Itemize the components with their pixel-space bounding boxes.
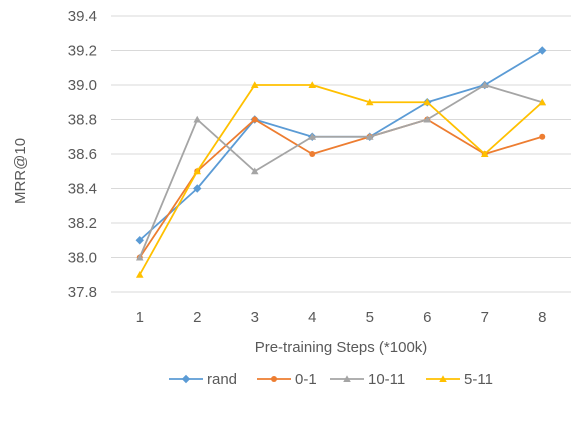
y-tick-label: 38.2 — [68, 215, 97, 232]
y-tick-label: 39.2 — [68, 43, 97, 60]
legend-label: 10-11 — [368, 371, 405, 388]
data-point-5-11 — [480, 150, 489, 158]
data-point-10-11 — [480, 81, 489, 89]
x-tick-label: 7 — [481, 309, 489, 326]
x-tick-label: 3 — [251, 309, 259, 326]
axes: 37.8 38.0 38.2 38.4 38.6 38.8 39.0 39.2 39.4 1 2 3 4… — [68, 8, 547, 326]
data-point-5-11 — [365, 98, 374, 106]
legend-marker — [439, 375, 447, 383]
y-tick-label: 39.0 — [68, 77, 97, 94]
x-tick-label: 2 — [193, 309, 201, 326]
x-tick-label: 1 — [136, 309, 144, 326]
series-10-11 — [135, 81, 547, 261]
y-axis-label: MRR@10 — [12, 138, 29, 204]
x-tick-label: 6 — [423, 309, 431, 326]
data-point-10-11 — [250, 167, 259, 175]
legend-marker — [271, 376, 277, 382]
y-tick-label: 38.0 — [68, 250, 97, 267]
x-axis-label: Pre-training Steps (*100k) — [255, 339, 428, 356]
data-point-5-11 — [423, 98, 432, 106]
legend-label: 5-11 — [464, 371, 493, 388]
y-tick-label: 38.8 — [68, 112, 97, 129]
legend-item-0-1: 0-1 — [257, 371, 317, 388]
data-point-5-11 — [538, 98, 547, 106]
legend-item-5-11: 5-11 — [426, 371, 493, 388]
legend: rand 0-1 10-11 5-11 — [169, 371, 493, 388]
data-point-0-1 — [251, 116, 258, 123]
data-point-rand — [193, 184, 202, 193]
data-point-0-1 — [309, 151, 316, 157]
series-line-5-11 — [138, 84, 543, 276]
gridlines — [111, 15, 571, 293]
data-point-5-11 — [308, 81, 317, 89]
legend-marker — [181, 374, 191, 384]
legend-label: rand — [207, 371, 237, 388]
legend-item-10-11: 10-11 — [330, 371, 405, 388]
y-tick-label: 39.4 — [68, 8, 97, 25]
series-group — [135, 46, 547, 278]
data-point-rand — [135, 236, 144, 245]
legend-marker — [343, 375, 351, 383]
legend-item-rand: rand — [169, 371, 237, 388]
data-point-10-11 — [423, 115, 432, 123]
y-tick-label: 38.4 — [68, 181, 97, 198]
data-point-10-11 — [193, 115, 202, 123]
data-point-10-11 — [135, 253, 144, 261]
x-tick-label: 5 — [366, 309, 374, 326]
data-point-0-1 — [539, 133, 546, 140]
data-point-5-11 — [135, 270, 144, 278]
x-tick-label: 8 — [538, 309, 546, 326]
series-line-10-11 — [138, 84, 543, 258]
data-point-10-11 — [365, 132, 374, 140]
x-tick-label: 4 — [308, 309, 316, 326]
data-point-5-11 — [250, 81, 259, 89]
y-tick-label: 38.6 — [68, 146, 97, 163]
legend-label: 0-1 — [295, 371, 317, 388]
series-5-11 — [135, 81, 547, 278]
data-point-10-11 — [308, 132, 317, 140]
series-line-0-1 — [139, 118, 543, 258]
data-point-rand — [538, 46, 547, 55]
y-tick-label: 37.8 — [68, 284, 97, 301]
data-point-5-11 — [193, 167, 202, 175]
